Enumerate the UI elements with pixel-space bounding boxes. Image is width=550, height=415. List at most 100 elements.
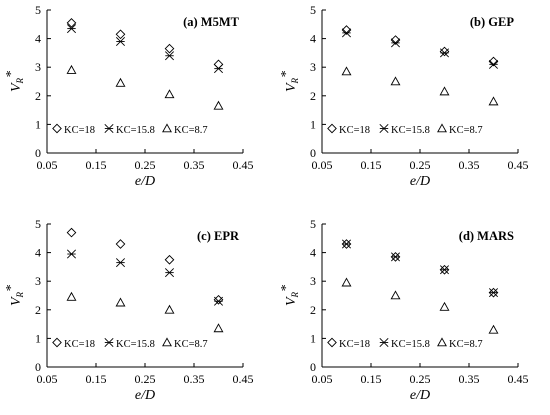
data-point-diamond	[164, 254, 175, 265]
data-point-triangle	[390, 76, 401, 86]
legend-marker-diamond	[327, 337, 337, 348]
legend-label: KC=18	[64, 339, 95, 350]
y-tick-label: 1	[310, 331, 316, 345]
data-point-diamond	[341, 25, 352, 35]
data-point-diamond	[213, 59, 224, 70]
data-point-triangle	[488, 96, 499, 106]
x-axis-label: e/D	[410, 174, 430, 189]
x-tick-label: 0.45	[233, 158, 254, 172]
panel-d: 0 1 2 3 4 5 0.05 0.15 0.25 0.35 0.45 e/D VR* (d) MARS…	[279, 217, 529, 403]
legend: KC=18 KC=15.8 KC=8.7	[327, 337, 483, 350]
data-point-star	[66, 249, 77, 259]
x-tick-label: 0.25	[135, 158, 156, 172]
legend-label: KC=8.7	[449, 339, 483, 350]
x-tick-label: 0.15	[361, 158, 382, 172]
y-tick-label: 1	[310, 117, 316, 131]
x-tick-label: 0.25	[410, 158, 431, 172]
data-point-triangle	[213, 323, 224, 333]
y-tick-label: 2	[310, 303, 316, 317]
y-tick-label: 5	[310, 217, 316, 231]
x-tick-label: 0.45	[233, 372, 254, 386]
data-point-diamond	[390, 35, 401, 45]
y-tick-label: 3	[35, 60, 41, 74]
y-tick-label: 2	[310, 89, 316, 103]
data-point-star	[488, 59, 499, 69]
legend-marker-triangle	[437, 123, 447, 133]
legend-label: KC=15.8	[116, 125, 155, 136]
x-tick-label: 0.35	[459, 158, 480, 172]
y-tick-label: 0	[310, 360, 316, 374]
data-point-diamond	[341, 239, 352, 249]
legend-marker-star	[104, 337, 114, 348]
data-point-diamond	[390, 252, 401, 262]
data-point-triangle	[115, 77, 126, 87]
x-tick-label: 0.35	[184, 158, 205, 172]
x-axis-label: e/D	[410, 388, 430, 403]
data-point-star	[164, 268, 175, 278]
x-tick-label: 0.15	[86, 372, 107, 386]
data-point-triangle	[213, 100, 224, 110]
legend-label: KC=8.7	[174, 339, 208, 350]
panel-title: (b) GEP	[470, 15, 514, 29]
x-axis-label: e/D	[135, 388, 155, 403]
data-point-triangle	[439, 86, 450, 96]
y-tick-label: 5	[310, 3, 316, 17]
x-tick-label: 0.35	[184, 372, 205, 386]
data-point-triangle	[341, 277, 352, 287]
y-tick-label: 1	[35, 117, 41, 131]
y-tick-label: 1	[35, 331, 41, 345]
y-tick-label: 5	[35, 3, 41, 17]
data-point-diamond	[115, 239, 126, 249]
data-point-star	[488, 288, 499, 298]
x-axis-label: e/D	[135, 174, 155, 189]
y-tick-label: 4	[35, 246, 41, 260]
data-point-star	[341, 28, 352, 38]
data-point-star	[66, 24, 77, 34]
data-point-star	[390, 252, 401, 262]
legend-marker-triangle	[437, 337, 447, 347]
data-point-diamond	[439, 264, 450, 275]
data-point-diamond	[213, 294, 224, 305]
y-axis-label: VR*	[4, 71, 25, 92]
data-point-triangle	[439, 301, 450, 311]
data-point-diamond	[115, 29, 126, 40]
x-tick-label: 0.15	[361, 372, 382, 386]
legend-label: KC=8.7	[449, 125, 483, 136]
panel-c: 0 1 2 3 4 5 0.05 0.15 0.25 0.35 0.45 e/D VR* (c) EPR K…	[4, 217, 254, 403]
data-point-star	[115, 36, 126, 46]
y-tick-label: 4	[35, 32, 41, 46]
data-point-star	[115, 258, 126, 268]
legend-marker-triangle	[162, 337, 172, 347]
data-point-diamond	[164, 43, 175, 54]
y-tick-label: 0	[35, 360, 41, 374]
x-tick-label: 0.35	[459, 372, 480, 386]
legend-label: KC=18	[64, 125, 95, 136]
legend-marker-triangle	[162, 123, 172, 133]
panel-a: 0 1 2 3 4 5 0.05 0.15 0.25 0.35 0.45 e/D VR* (a) M5MT…	[4, 3, 254, 189]
data-point-star	[213, 296, 224, 306]
y-axis-label: VR*	[4, 285, 25, 306]
x-tick-label: 0.45	[508, 158, 529, 172]
x-tick-label: 0.05	[37, 158, 58, 172]
data-point-triangle	[115, 297, 126, 307]
data-point-diamond	[66, 227, 77, 238]
legend: KC=18 KC=15.8 KC=8.7	[52, 337, 208, 350]
legend-label: KC=15.8	[116, 339, 155, 350]
data-point-star	[164, 51, 175, 61]
data-point-triangle	[341, 66, 352, 76]
x-tick-label: 0.05	[312, 372, 333, 386]
data-point-star	[439, 265, 450, 275]
data-point-star	[390, 38, 401, 48]
data-point-star	[439, 48, 450, 58]
data-point-triangle	[164, 304, 175, 314]
y-tick-label: 4	[310, 246, 316, 260]
x-tick-label: 0.45	[508, 372, 529, 386]
y-tick-label: 3	[310, 60, 316, 74]
panel-title: (d) MARS	[459, 229, 514, 243]
legend: KC=18 KC=15.8 KC=8.7	[52, 123, 208, 136]
data-point-star	[213, 64, 224, 74]
data-point-triangle	[164, 89, 175, 99]
panel-b: 0 1 2 3 4 5 0.05 0.15 0.25 0.35 0.45 e/D VR* (b) GEP K…	[279, 3, 529, 189]
panel-title: (a) M5MT	[183, 15, 240, 29]
legend-marker-diamond	[327, 123, 337, 134]
